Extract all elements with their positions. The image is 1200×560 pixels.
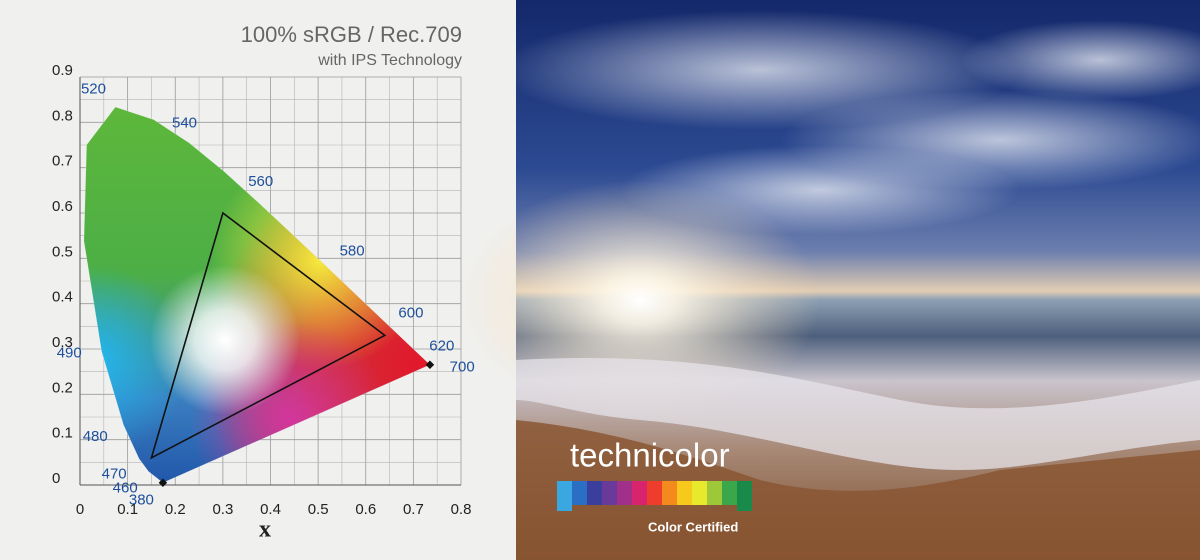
- logo-swatch: [662, 481, 677, 505]
- technicolor-logo: technicolor Color Certified: [557, 437, 752, 534]
- x-tick-label: 0.3: [212, 501, 233, 518]
- x-tick-label: 0.5: [308, 501, 329, 518]
- wavelength-label: 600: [398, 304, 423, 321]
- logo-swatch: [707, 481, 722, 505]
- x-tick-label: 0.4: [260, 501, 281, 518]
- y-tick-label: 0: [52, 470, 60, 487]
- x-tick-label: 0: [76, 501, 84, 518]
- x-tick-label: 0.6: [355, 501, 376, 518]
- logo-swatch: [647, 481, 662, 505]
- x-tick-label: 0.1: [117, 501, 138, 518]
- logo-caption: Color Certified: [648, 519, 738, 534]
- wavelength-label: 470: [102, 465, 127, 482]
- wavelength-label: 620: [429, 337, 454, 354]
- x-tick-label: 0.2: [165, 501, 186, 518]
- chart-title: 100% sRGB / Rec.709: [241, 22, 462, 47]
- logo-swatch: [587, 481, 602, 505]
- y-tick-label: 0.2: [52, 379, 73, 396]
- locus-end-marker: [425, 360, 435, 369]
- logo-swatch: [722, 481, 737, 505]
- y-tick-label: 0.4: [52, 289, 73, 306]
- locus-end-marker: [158, 478, 168, 487]
- y-tick-label: 0.5: [52, 243, 73, 260]
- wavelength-label: 480: [83, 428, 108, 445]
- x-tick-label: 0.7: [403, 501, 424, 518]
- x-tick-label: 0.8: [451, 501, 472, 518]
- y-tick-label: 0.8: [52, 107, 73, 124]
- x-axis-label: x: [259, 517, 271, 543]
- wavelength-label: 700: [450, 359, 475, 376]
- wavelength-label: 490: [57, 345, 82, 362]
- y-tick-label: 0.6: [52, 198, 73, 215]
- photo: [460, 0, 1200, 560]
- chart-subtitle: with IPS Technology: [317, 52, 462, 69]
- wavelength-label: 460: [113, 479, 138, 496]
- y-tick-label: 0.9: [52, 62, 73, 79]
- wavelength-label: 520: [81, 80, 106, 97]
- logo-swatch: [737, 481, 752, 511]
- logo-brand: technicolor: [570, 437, 730, 474]
- y-tick-label: 0.3: [52, 334, 73, 351]
- spectral-locus: [83, 106, 431, 484]
- y-tick-label: 0.7: [52, 153, 73, 170]
- logo-swatch: [572, 481, 587, 505]
- wavelength-label: 560: [248, 173, 273, 190]
- logo-swatch: [557, 481, 572, 511]
- logo-swatch: [602, 481, 617, 505]
- wavelength-label: 580: [340, 243, 365, 260]
- srgb-triangle: [150, 211, 387, 460]
- wavelength-label: 380: [129, 492, 154, 509]
- logo-swatch: [692, 481, 707, 505]
- logo-swatch: [632, 481, 647, 505]
- logo-swatch: [677, 481, 692, 505]
- wavelength-label: 540: [172, 115, 197, 132]
- logo-swatch: [617, 481, 632, 505]
- y-tick-label: 0.1: [52, 425, 73, 442]
